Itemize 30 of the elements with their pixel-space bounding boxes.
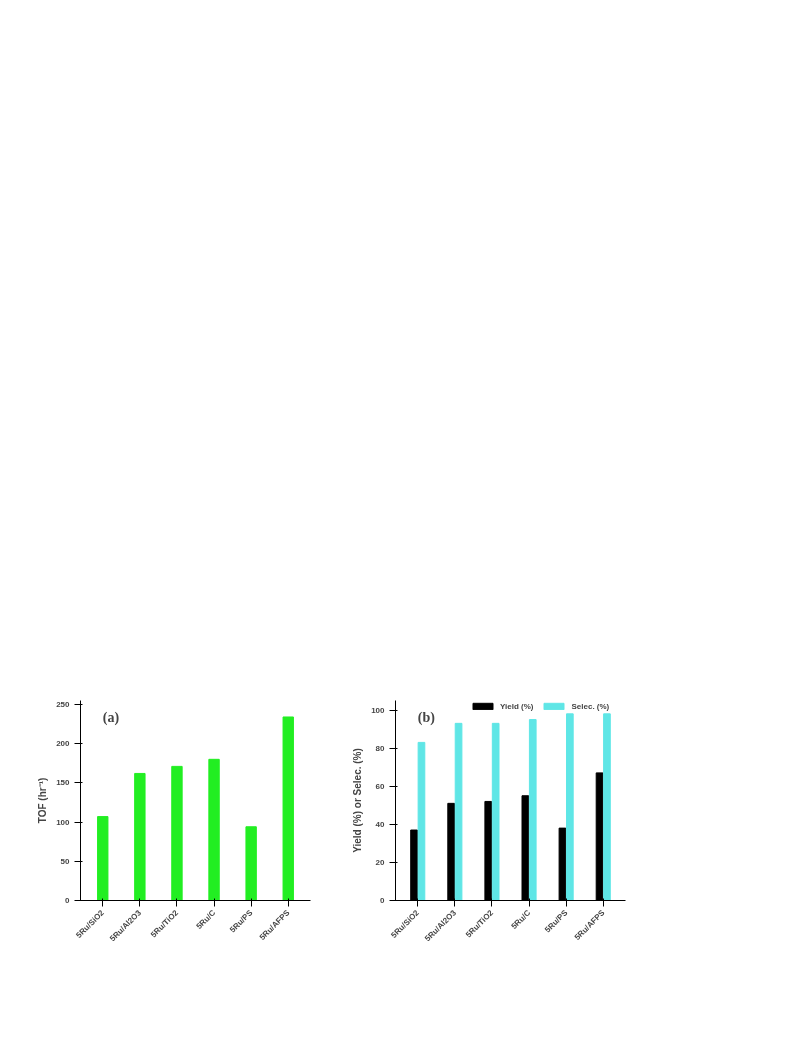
annotation: (b)	[417, 709, 436, 726]
y-tick-label: 50	[60, 856, 71, 866]
bar	[171, 765, 183, 901]
bar	[491, 722, 500, 901]
annotation: (a)	[102, 709, 120, 726]
y-tick-label: 200	[56, 739, 71, 749]
y-tick-label: 150	[56, 778, 71, 788]
y-tick-label: 0	[65, 896, 71, 905]
bar	[97, 816, 109, 901]
y-tick-label: 0	[380, 896, 386, 905]
y-tick-label: 40	[375, 819, 386, 829]
bar	[603, 713, 611, 901]
bar	[208, 758, 220, 901]
bar	[417, 741, 426, 901]
y-tick-label: 250	[56, 699, 71, 709]
bar	[245, 826, 257, 901]
bar	[454, 722, 463, 901]
y-axis-title: Yield (%) or Selec. (%)	[352, 748, 364, 853]
y-axis-title: TOF (hr⁻¹)	[37, 777, 49, 824]
y-tick-label: 80	[375, 743, 386, 753]
y-tick-label: 60	[375, 781, 386, 791]
bar	[566, 713, 574, 901]
legend-label: Yield (%)	[500, 701, 534, 711]
bar	[528, 719, 537, 901]
bar	[282, 716, 294, 901]
legend-label: Selec. (%)	[571, 701, 610, 711]
y-tick-label: 100	[371, 705, 386, 715]
y-tick-label: 100	[56, 817, 71, 827]
y-tick-label: 20	[375, 857, 386, 867]
bar	[134, 772, 146, 901]
